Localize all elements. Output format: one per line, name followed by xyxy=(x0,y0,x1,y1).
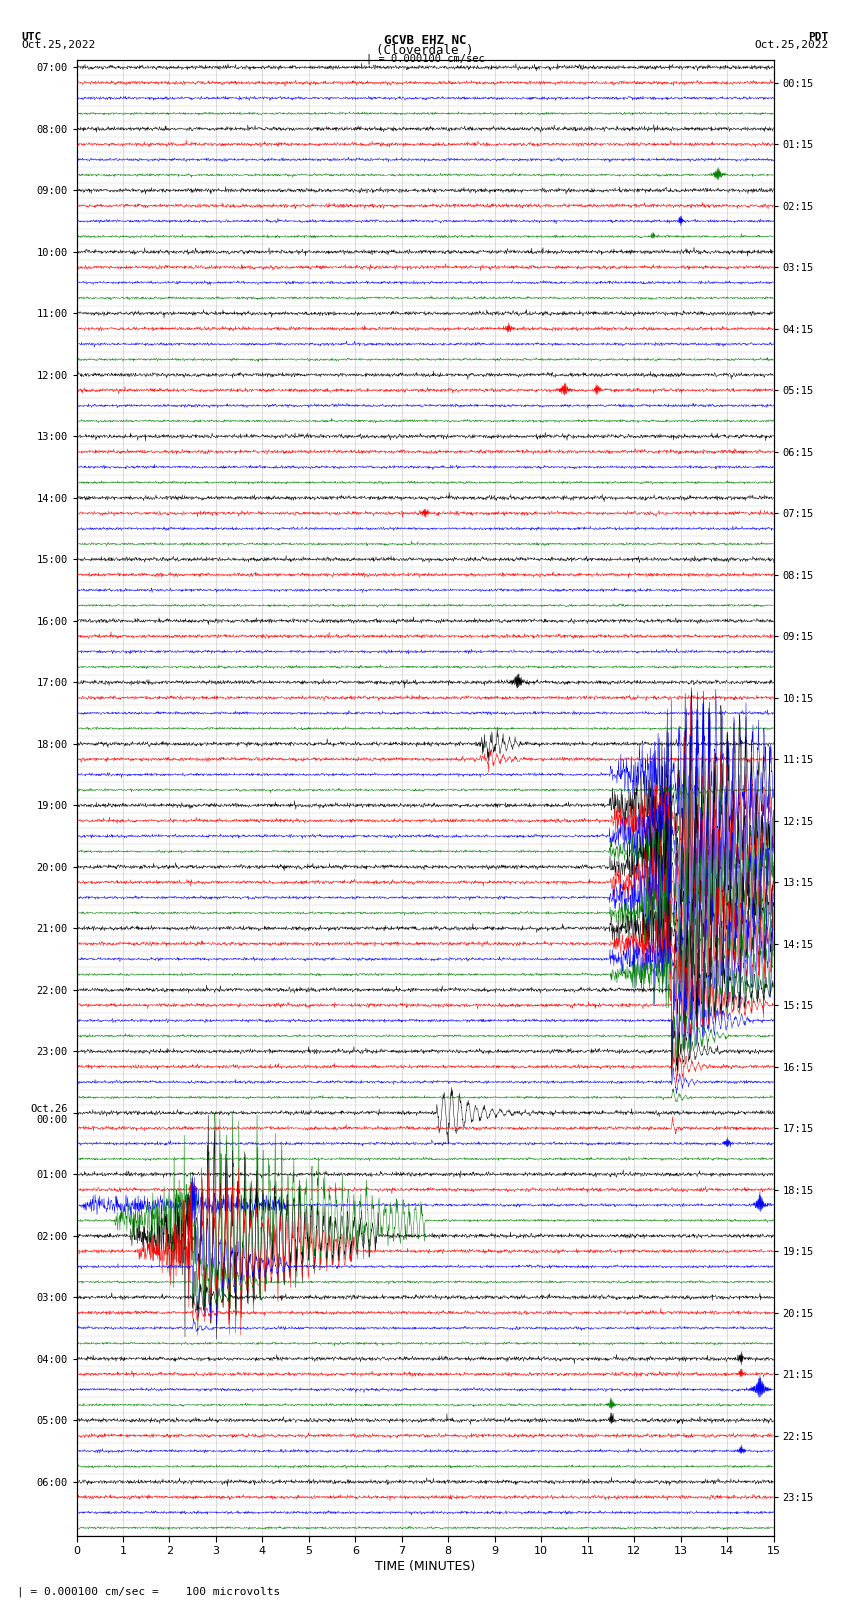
Text: PDT: PDT xyxy=(808,32,829,42)
Text: GCVB EHZ NC: GCVB EHZ NC xyxy=(383,34,467,47)
Text: UTC: UTC xyxy=(21,32,42,42)
Text: Oct.25,2022: Oct.25,2022 xyxy=(21,40,95,50)
Text: | = 0.000100 cm/sec =    100 microvolts: | = 0.000100 cm/sec = 100 microvolts xyxy=(17,1586,280,1597)
X-axis label: TIME (MINUTES): TIME (MINUTES) xyxy=(375,1560,475,1573)
Text: | = 0.000100 cm/sec: | = 0.000100 cm/sec xyxy=(366,53,484,65)
Text: Oct.25,2022: Oct.25,2022 xyxy=(755,40,829,50)
Text: (Cloverdale ): (Cloverdale ) xyxy=(377,44,473,56)
